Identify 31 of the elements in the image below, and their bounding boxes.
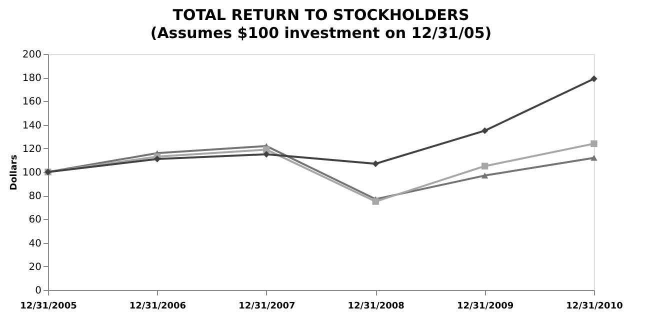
point bbox=[481, 172, 488, 178]
point bbox=[372, 198, 379, 205]
point bbox=[372, 160, 379, 168]
x-tick-label: 12/31/2005 bbox=[20, 302, 77, 312]
chart-subtitle: (Assumes $100 investment on 12/31/05) bbox=[150, 24, 492, 42]
point bbox=[590, 75, 598, 82]
point bbox=[590, 154, 598, 161]
y-tick-label: 20 bbox=[28, 262, 42, 273]
y-tick-label: 40 bbox=[28, 238, 42, 250]
chart-title: TOTAL RETURN TO STOCKHOLDERS bbox=[172, 6, 470, 24]
point bbox=[263, 150, 270, 158]
point bbox=[590, 140, 598, 148]
y-tick-label: 140 bbox=[22, 120, 42, 132]
x-tick-label: 12/31/2010 bbox=[566, 302, 623, 312]
y-tick-label: 0 bbox=[35, 286, 42, 296]
x-tick-label: 12/31/2009 bbox=[456, 302, 514, 312]
point bbox=[481, 127, 488, 134]
y-tick-label: 80 bbox=[28, 191, 42, 202]
y-tick-label: 180 bbox=[22, 73, 42, 84]
point bbox=[481, 162, 488, 170]
x-tick-label: 12/31/2008 bbox=[348, 302, 404, 312]
y-tick-label: 160 bbox=[22, 96, 42, 108]
y-tick-label: 200 bbox=[22, 50, 42, 60]
y-tick-label: 60 bbox=[28, 214, 42, 226]
y-tick-label: 100 bbox=[22, 168, 42, 178]
x-tick-label: 12/31/2006 bbox=[129, 302, 186, 312]
x-tick-label: 12/31/2007 bbox=[238, 302, 296, 312]
point bbox=[263, 146, 270, 153]
point bbox=[154, 156, 161, 162]
y-axis-title: Dollars bbox=[9, 154, 20, 190]
y-tick-label: 120 bbox=[22, 144, 42, 155]
